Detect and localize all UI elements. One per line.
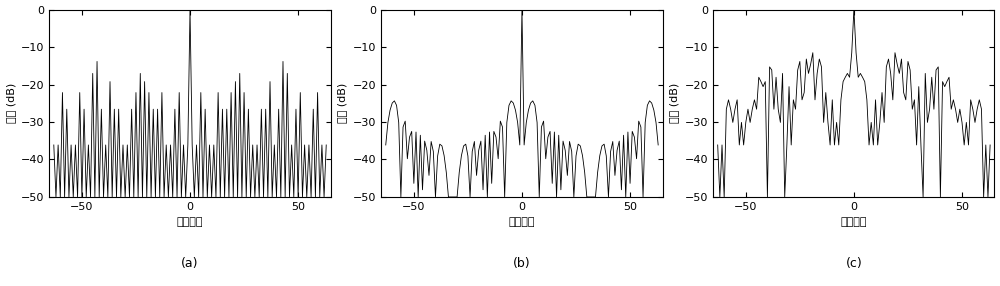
Y-axis label: 幅度 (dB): 幅度 (dB) — [669, 83, 679, 123]
X-axis label: 时延单位: 时延单位 — [177, 217, 203, 227]
Y-axis label: 幅度 (dB): 幅度 (dB) — [6, 83, 16, 123]
Text: (b): (b) — [513, 257, 531, 270]
Y-axis label: 幅度 (dB): 幅度 (dB) — [338, 83, 348, 123]
X-axis label: 时延单位: 时延单位 — [509, 217, 535, 227]
X-axis label: 时延单位: 时延单位 — [841, 217, 867, 227]
Text: (a): (a) — [181, 257, 199, 270]
Text: (c): (c) — [846, 257, 862, 270]
